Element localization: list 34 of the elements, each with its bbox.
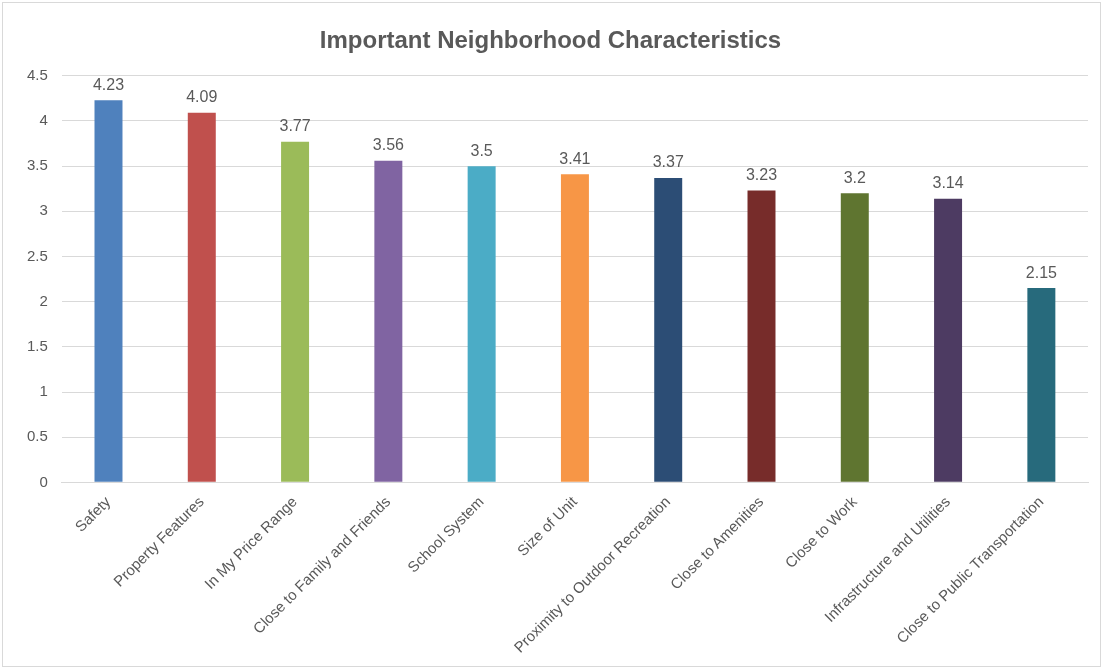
bar	[374, 160, 403, 482]
y-tick-label: 1	[39, 382, 48, 400]
y-tick-label: 2.5	[26, 246, 48, 264]
data-label: 3.77	[279, 117, 311, 135]
data-label: 3.41	[559, 149, 591, 167]
bar	[560, 174, 589, 482]
bar	[187, 112, 216, 482]
bar	[747, 190, 776, 482]
bar	[467, 166, 496, 482]
data-label: 3.5	[470, 141, 493, 159]
data-label: 4.23	[92, 75, 125, 93]
bar	[94, 100, 123, 482]
y-tick-label: 3.5	[26, 156, 48, 174]
data-label: 3.23	[745, 165, 778, 183]
data-label: 2.15	[1025, 263, 1058, 281]
data-label: 4.09	[186, 88, 218, 106]
bar	[840, 193, 869, 482]
y-tick-label: 4.5	[26, 65, 48, 83]
y-tick-label: 2	[39, 291, 48, 309]
data-label: 3.2	[843, 168, 866, 186]
y-tick-label: 0	[39, 472, 48, 490]
y-tick-label: 0.5	[26, 427, 48, 445]
bar	[934, 198, 963, 482]
bar	[654, 177, 683, 482]
y-tick-label: 3	[39, 201, 48, 219]
bar	[281, 141, 310, 482]
data-label: 3.14	[932, 174, 964, 192]
y-tick-label: 1.5	[26, 336, 48, 354]
data-label: 3.56	[372, 136, 405, 154]
x-tick-label: Size of Unit	[513, 492, 581, 560]
bar	[1027, 288, 1056, 482]
y-tick-label: 4	[39, 111, 48, 129]
chart-title: Important Neighborhood Characteristics	[319, 26, 782, 54]
data-label: 3.37	[652, 153, 684, 171]
